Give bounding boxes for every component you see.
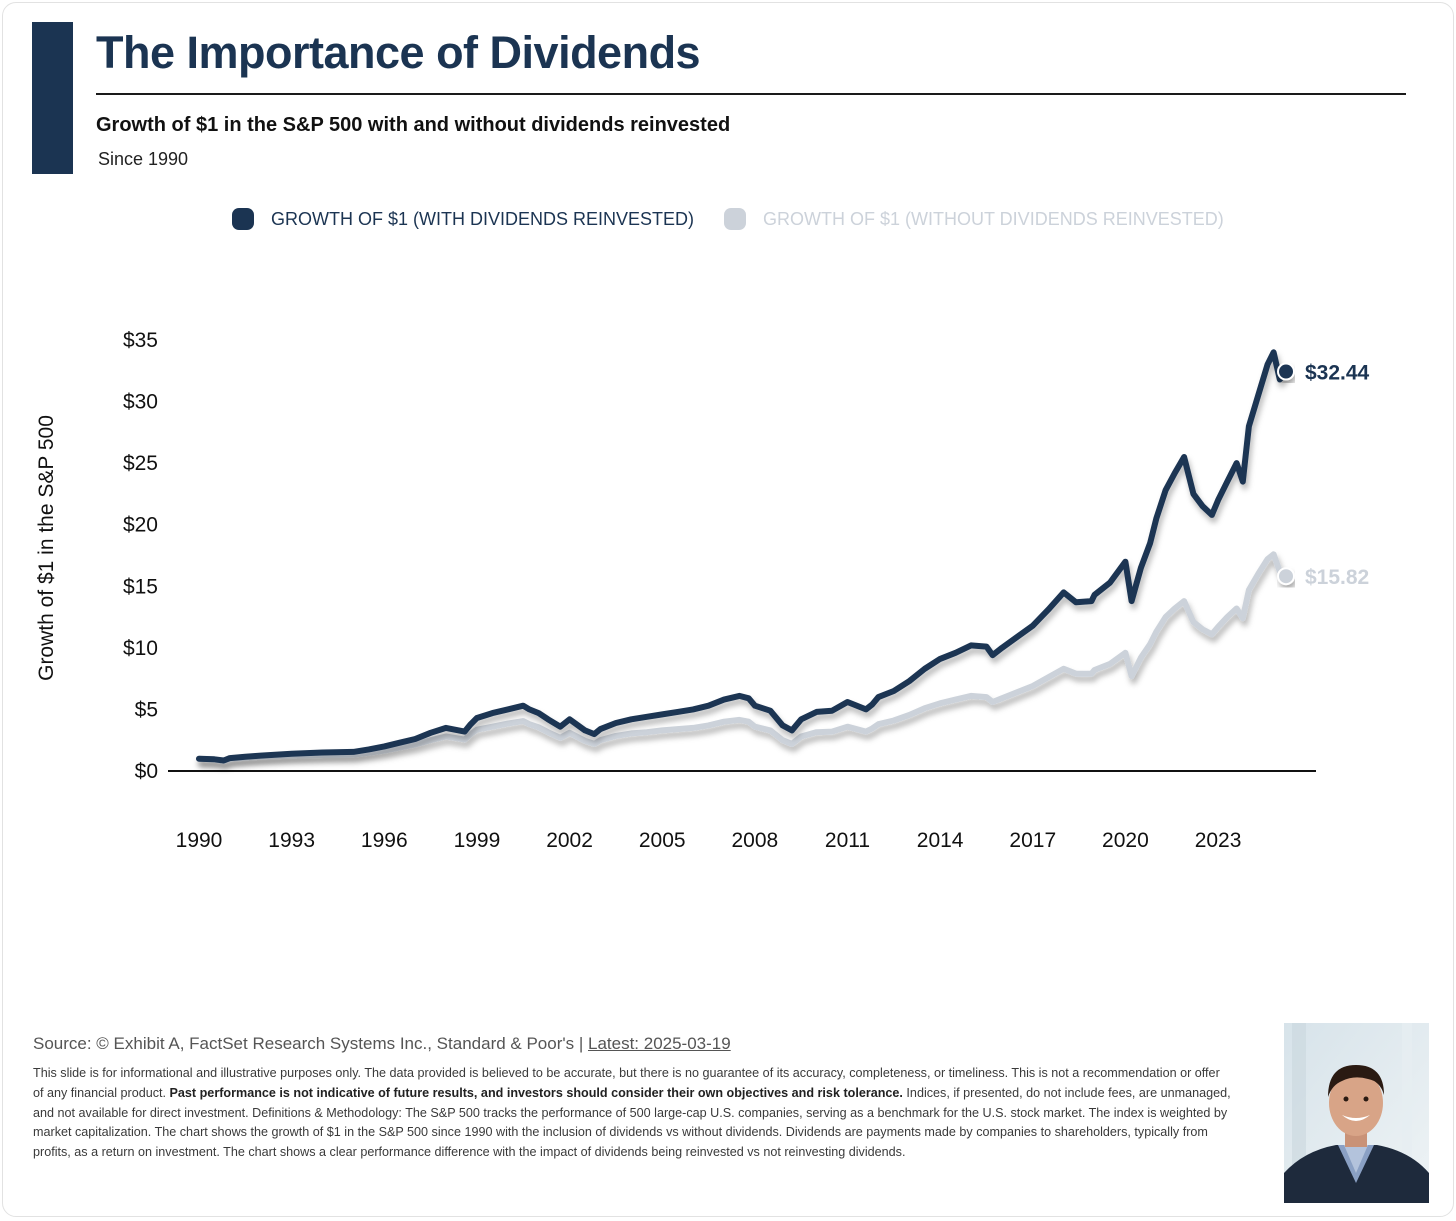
x-tick-label: 1996 xyxy=(361,829,408,852)
disclaimer: This slide is for informational and illu… xyxy=(33,1064,1233,1163)
x-tick-label: 2008 xyxy=(731,829,778,852)
disclaimer-bold-text: Past performance is not indicative of fu… xyxy=(169,1085,903,1100)
chart-legend: GROWTH OF $1 (WITH DIVIDENDS REINVESTED)… xyxy=(232,205,1254,233)
source-text: Source: © Exhibit A, FactSet Research Sy… xyxy=(33,1034,588,1053)
disclaimer-text-1: This slide is for informational and illu… xyxy=(33,1066,1220,1100)
y-axis-label: Growth of $1 in the S&P 500 xyxy=(35,415,58,681)
source-line: Source: © Exhibit A, FactSet Research Sy… xyxy=(33,1034,731,1054)
y-tick-label: $10 xyxy=(123,637,158,660)
legend-label-without-dividends: GROWTH OF $1 (WITHOUT DIVIDENDS REINVEST… xyxy=(763,208,1224,229)
x-tick-label: 2017 xyxy=(1009,829,1056,852)
x-tick-label: 1999 xyxy=(454,829,501,852)
advisor-photo xyxy=(1284,1023,1429,1203)
x-tick-label: 1990 xyxy=(176,829,223,852)
page-title: The Importance of Dividends xyxy=(96,27,701,78)
line-chart: Growth of $1 in the S&P 500 $0 $5 $10 $15 $20… xyxy=(35,329,1370,852)
legend-swatch-with-dividends xyxy=(232,208,254,230)
legend-swatch-without-dividends xyxy=(724,208,747,230)
x-tick-label: 2002 xyxy=(546,829,593,852)
x-tick-label: 2014 xyxy=(917,829,964,852)
chart-subtitle: Growth of $1 in the S&P 500 with and wit… xyxy=(96,114,731,136)
y-tick-label: $0 xyxy=(135,760,158,783)
x-tick-label: 1993 xyxy=(268,829,315,852)
x-tick-label: 2020 xyxy=(1102,829,1149,852)
y-tick-label: $15 xyxy=(123,575,158,598)
y-tick-label: $20 xyxy=(123,514,158,537)
since-label: Since 1990 xyxy=(98,149,189,169)
series-line-without-dividends xyxy=(196,551,1289,764)
legend-item-without-dividends: GROWTH OF $1 (WITHOUT DIVIDENDS REINVEST… xyxy=(724,208,1224,230)
legend-item-with-dividends: GROWTH OF $1 (WITH DIVIDENDS REINVESTED) xyxy=(232,208,694,230)
y-tick-label: $30 xyxy=(123,391,158,414)
end-value-label-with-dividends: $32.44 xyxy=(1305,362,1370,385)
end-value-label-without-dividends: $15.82 xyxy=(1305,566,1369,589)
end-marker-without-dividends xyxy=(1277,567,1295,586)
title-divider xyxy=(96,93,1406,95)
end-marker-with-dividends xyxy=(1277,362,1295,381)
disclaimer-text-2: Indices, if presented, do not include fe… xyxy=(33,1085,1231,1160)
latest-date-link[interactable]: Latest: 2025-03-19 xyxy=(587,1034,731,1053)
y-tick-label: $25 xyxy=(123,452,158,475)
legend-label-with-dividends: GROWTH OF $1 (WITH DIVIDENDS REINVESTED) xyxy=(271,208,695,229)
series-line-with-dividends xyxy=(196,349,1289,764)
accent-bar xyxy=(32,22,73,174)
x-tick-label: 2023 xyxy=(1195,829,1242,852)
y-tick-label: $5 xyxy=(135,698,158,721)
x-tick-label: 2011 xyxy=(825,829,870,852)
y-tick-label: $35 xyxy=(123,329,158,352)
x-tick-label: 2005 xyxy=(639,829,686,852)
